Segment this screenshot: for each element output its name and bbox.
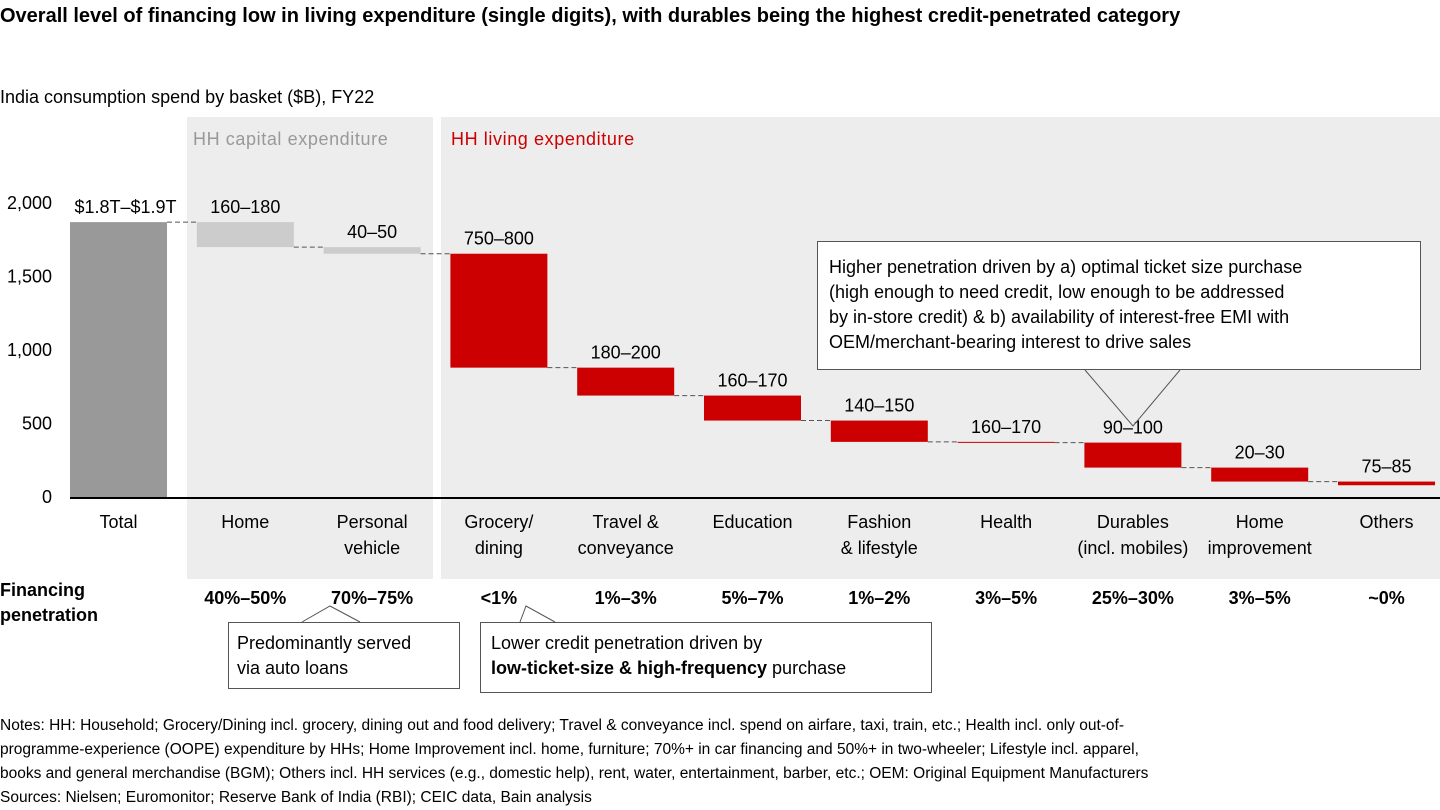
category-label: Home improvement: [1208, 512, 1312, 558]
financing-penetration-value: 3%–5%: [1229, 588, 1291, 608]
category-label: Personal vehicle: [337, 512, 408, 558]
durables-callout-line: (high enough to need credit, low enough …: [829, 282, 1285, 302]
auto-callout-line: Predominantly served: [237, 633, 412, 653]
value-label: 180–200: [591, 343, 661, 363]
chart-subtitle: India consumption spend by basket ($B), …: [0, 87, 375, 107]
durables-callout-line: by in-store credit) & b) availability of…: [829, 307, 1290, 327]
value-label: 160–170: [971, 417, 1041, 437]
bar: [830, 420, 928, 442]
financing-penetration-label: Financing penetration: [0, 580, 99, 625]
value-label: 160–180: [210, 197, 280, 217]
financing-penetration-value: 40%–50%: [204, 588, 286, 608]
financing-penetration-value: 5%–7%: [721, 588, 783, 608]
notes-line: Notes: HH: Household; Grocery/Dining inc…: [0, 717, 1125, 734]
value-label: 750–800: [464, 229, 534, 249]
category-label: Travel & conveyance: [578, 512, 674, 558]
notes-line: programme-experience (OOPE) expenditure …: [0, 741, 1139, 758]
financing-penetration-value: ~0%: [1368, 588, 1405, 608]
durables-callout-line: OEM/merchant-bearing interest to drive s…: [829, 332, 1192, 352]
notes: Notes: HH: Household; Grocery/Dining inc…: [0, 714, 1440, 810]
chart-title: Overall level of financing low in living…: [0, 5, 1181, 27]
notes-line: Sources: Nielsen; Euromonitor; Reserve B…: [0, 789, 592, 806]
bar: [450, 253, 548, 368]
bar: [577, 367, 675, 396]
auto-loans-callout: Predominantly served via auto loans: [228, 622, 460, 689]
capital-expenditure-panel: [187, 117, 433, 579]
durables-callout-pointer: [1084, 369, 1181, 427]
notes-line: books and general merchandise (BGM); Oth…: [0, 765, 1149, 782]
bar: [704, 395, 801, 421]
category-label: Durables (incl. mobiles): [1077, 512, 1188, 558]
value-label: 140–150: [844, 396, 914, 416]
capital-expenditure-label: HH capital expenditure: [193, 129, 388, 149]
category-label: Grocery/dining: [464, 512, 533, 558]
value-label: 75–85: [1361, 457, 1411, 477]
bar: [957, 441, 1055, 443]
durables-callout-line: Higher penetration driven by a) optimal …: [829, 257, 1303, 277]
bar: [1338, 481, 1435, 486]
category-label: Education: [712, 512, 792, 532]
financing-penetration-value: 1%–3%: [595, 588, 657, 608]
y-tick-label: 1,500: [7, 267, 52, 287]
bar: [70, 222, 167, 498]
category-label: Home: [221, 512, 269, 532]
grocery-callout-line: Lower credit penetration driven by: [491, 633, 763, 653]
value-label: 160–170: [717, 371, 787, 391]
grocery-callout: Lower credit penetration driven by low-t…: [480, 622, 932, 693]
category-label: Total: [99, 512, 137, 532]
financing-penetration-value: 1%–2%: [848, 588, 910, 608]
auto-callout-pointer: [301, 605, 361, 623]
category-label: Fashion & lifestyle: [841, 512, 918, 558]
category-label: Health: [980, 512, 1032, 532]
bar: [1211, 467, 1309, 482]
auto-callout-line: via auto loans: [237, 658, 349, 678]
durables-callout: Higher penetration driven by a) optimal …: [817, 241, 1421, 370]
value-label: 20–30: [1235, 443, 1285, 463]
y-tick-label: 0: [42, 487, 52, 507]
living-expenditure-label: HH living expenditure: [451, 129, 635, 149]
grocery-callout-rest: purchase: [767, 658, 847, 678]
grocery-callout-line: low-ticket-size & high-frequency purchas…: [491, 656, 931, 681]
grocery-callout-pointer: [519, 605, 556, 623]
grocery-callout-bold: low-ticket-size & high-frequency: [491, 658, 768, 678]
y-tick-label: 1,000: [7, 340, 52, 360]
bar: [196, 222, 294, 248]
value-label: 90–100: [1103, 418, 1163, 438]
category-label: Others: [1359, 512, 1413, 532]
y-tick-label: 2,000: [7, 193, 52, 213]
value-label: 40–50: [347, 222, 397, 242]
financing-penetration-value: 70%–75%: [331, 588, 413, 608]
value-label: $1.8T–$1.9T: [74, 197, 176, 217]
bar: [323, 247, 421, 254]
financing-penetration-value: <1%: [481, 588, 518, 608]
bar: [1084, 442, 1182, 468]
y-tick-label: 500: [22, 414, 52, 434]
financing-penetration-value: 25%–30%: [1092, 588, 1174, 608]
financing-penetration-value: 3%–5%: [975, 588, 1037, 608]
